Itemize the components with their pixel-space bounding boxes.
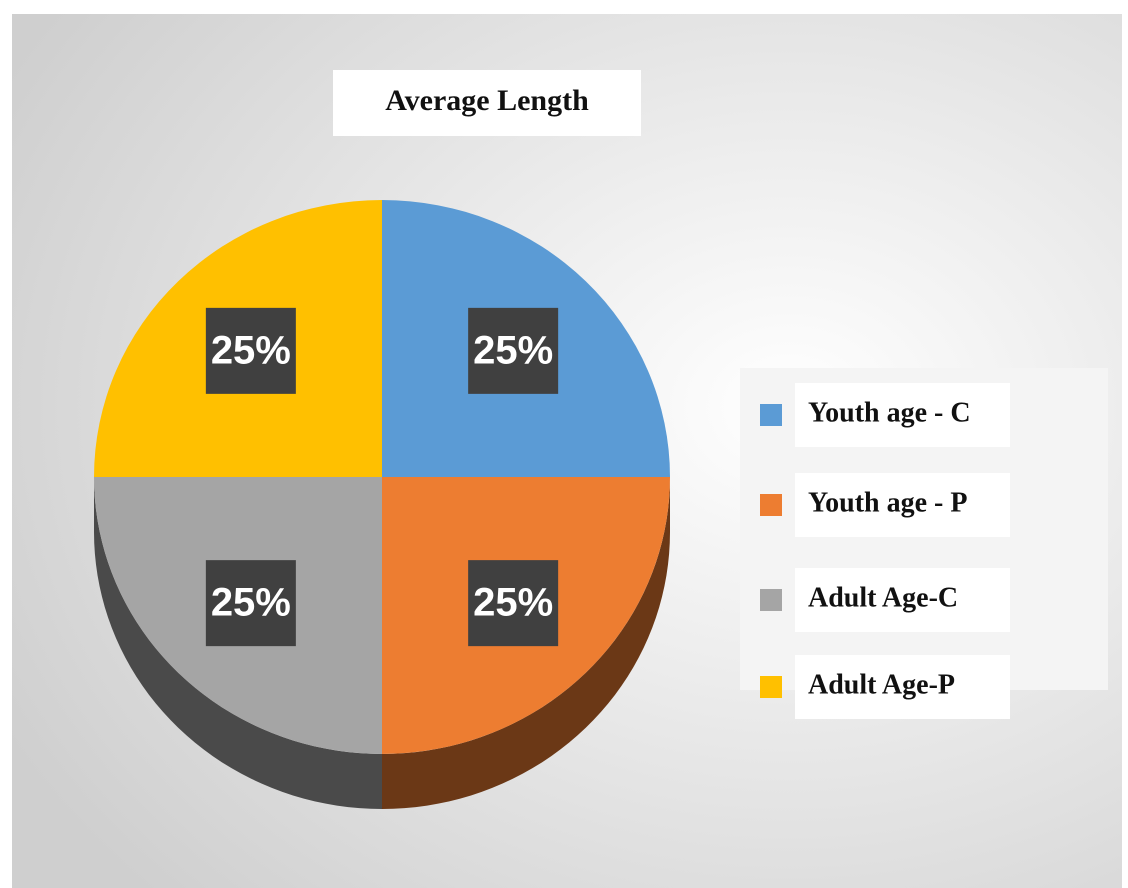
data-label-box bbox=[205, 560, 296, 647]
title-box bbox=[333, 70, 641, 136]
legend-swatch bbox=[760, 589, 782, 611]
legend-swatch bbox=[760, 494, 782, 516]
legend-swatch bbox=[760, 676, 782, 698]
chart-title: Average Length bbox=[385, 84, 589, 117]
legend-entry-box bbox=[795, 473, 1010, 537]
legend-entry-box bbox=[795, 383, 1010, 447]
legend-entry-box bbox=[795, 655, 1010, 719]
legend-label: Youth age - C bbox=[808, 397, 971, 428]
data-label: 25% bbox=[211, 328, 291, 372]
data-label-box bbox=[468, 307, 559, 394]
data-label-box bbox=[468, 560, 559, 647]
data-label: 25% bbox=[473, 328, 553, 372]
legend-entry-box bbox=[795, 568, 1010, 632]
data-label-box bbox=[205, 307, 296, 394]
legend-label: Adult Age-C bbox=[808, 582, 958, 613]
legend-label: Adult Age-P bbox=[808, 669, 955, 700]
legend-swatch bbox=[760, 404, 782, 426]
slice-side bbox=[382, 477, 670, 809]
data-label: 25% bbox=[473, 581, 553, 625]
legend-label: Youth age - P bbox=[808, 487, 967, 518]
slice-side bbox=[94, 477, 382, 809]
data-label: 25% bbox=[211, 581, 291, 625]
